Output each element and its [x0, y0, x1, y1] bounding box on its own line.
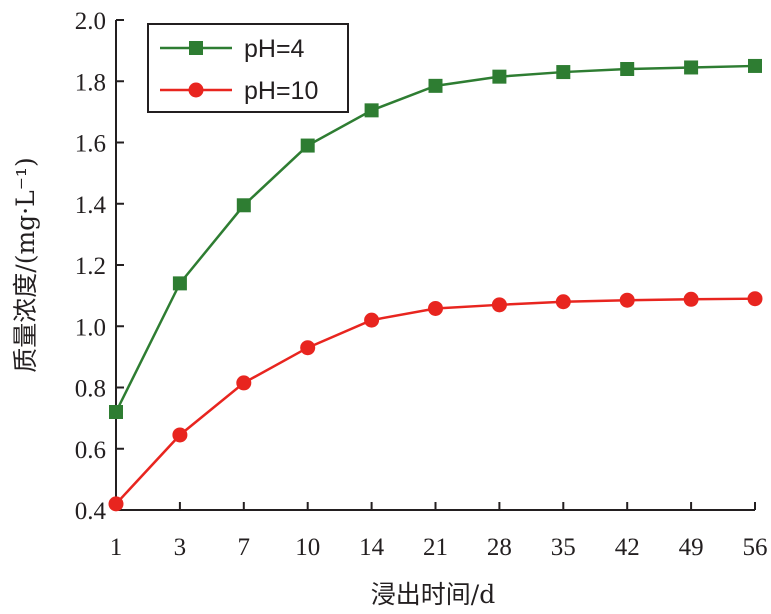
data-point [300, 340, 316, 356]
data-point [555, 294, 571, 310]
data-point [747, 291, 763, 307]
y-tick-label: 1.8 [75, 69, 106, 96]
y-axis-title: 质量浓度/(mg·L⁻¹) [11, 157, 40, 372]
series-1 [109, 58, 762, 419]
data-point [108, 496, 124, 512]
legend-label: pH=4 [244, 35, 305, 63]
data-point [172, 276, 187, 291]
x-tick-label: 10 [295, 534, 320, 561]
x-tick-label: 49 [679, 534, 704, 561]
x-tick-label: 7 [238, 534, 251, 561]
x-tick-label: 35 [551, 534, 576, 561]
y-tick-label: 0.8 [75, 376, 106, 403]
data-point [236, 198, 251, 213]
data-point [109, 405, 123, 419]
x-tick-label: 3 [174, 534, 187, 561]
data-point [300, 138, 315, 153]
data-point [683, 291, 699, 307]
data-point [364, 103, 379, 118]
x-tick-label: 14 [359, 534, 385, 561]
legend-label: pH=10 [244, 77, 318, 105]
data-point [428, 300, 443, 316]
legend-box [147, 23, 349, 113]
y-tick-label: 1.6 [75, 131, 106, 158]
y-tick-label: 1.0 [75, 314, 106, 341]
x-tick-label: 56 [743, 534, 768, 561]
series-layer [108, 58, 763, 512]
data-point [684, 60, 699, 75]
data-point [364, 312, 380, 328]
y-tick-label: 1.2 [75, 253, 106, 280]
y-tick-label: 0.6 [75, 437, 106, 464]
x-tick-label: 28 [487, 534, 512, 561]
data-point [172, 427, 188, 443]
x-tick-label: 42 [615, 534, 640, 561]
data-point [748, 58, 762, 73]
data-point [556, 65, 571, 80]
x-axis-title: 浸出时间/d [371, 580, 495, 609]
legend-marker [188, 82, 204, 98]
x-tick-label: 21 [423, 534, 448, 561]
y-tick-label: 0.4 [75, 498, 107, 525]
data-point [619, 292, 635, 308]
y-tick-label: 1.4 [75, 192, 107, 219]
legend-marker [189, 41, 203, 55]
data-point [491, 297, 507, 313]
data-point [620, 62, 635, 76]
series-line [115, 297, 756, 505]
series-2 [108, 291, 763, 512]
series-line [114, 64, 756, 413]
y-axis-ticks: 0.4 0.6 0.8 1.0 1.2 1.4 1.6 1.8 2.0 [75, 8, 124, 525]
data-point [236, 375, 252, 391]
y-tick-label: 2.0 [75, 8, 106, 35]
legend-item: pH=10 [160, 77, 318, 105]
data-point [492, 69, 507, 84]
x-tick-label: 1 [110, 534, 123, 561]
legend: pH=4 pH=10 [147, 23, 349, 113]
legend-item: pH=4 [160, 35, 305, 63]
data-point [428, 78, 443, 93]
